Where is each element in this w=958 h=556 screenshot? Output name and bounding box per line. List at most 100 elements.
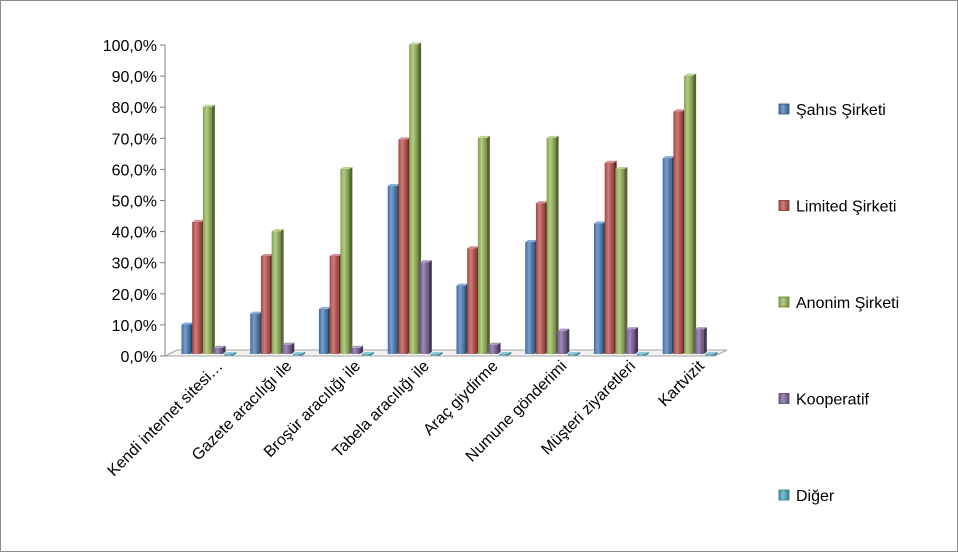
bar-front	[224, 354, 234, 356]
x-tick-label: Kendi internet sitesi…	[105, 358, 227, 480]
bar-top	[557, 328, 570, 331]
legend-label: Şahıs Şirketi	[796, 102, 886, 119]
bar-side	[211, 104, 215, 354]
bar-top	[626, 327, 639, 330]
bar-top	[488, 342, 501, 345]
bar-top	[525, 240, 538, 243]
legend-swatch	[778, 489, 790, 501]
bar-front	[557, 330, 567, 354]
bar	[181, 322, 194, 354]
bar-group	[593, 160, 649, 356]
bar-front	[260, 256, 270, 354]
bar	[694, 327, 707, 354]
bar-front	[213, 347, 223, 354]
legend: Şahıs Şirketi Limited Şirketi Anonim Şirke…	[778, 102, 899, 505]
bar	[419, 260, 432, 354]
bar-front	[488, 344, 498, 354]
bar-top	[409, 42, 422, 45]
bar-front	[673, 111, 683, 354]
bar-top	[499, 352, 512, 354]
bar-top	[615, 166, 628, 169]
bar-top	[568, 352, 581, 354]
bar-front	[525, 242, 535, 354]
bar-front	[467, 248, 477, 354]
bar-top	[398, 137, 411, 140]
bar	[361, 352, 374, 356]
bar-top	[456, 283, 469, 286]
bar-top	[430, 352, 443, 354]
bar	[604, 160, 617, 354]
legend-item: Şahıs Şirketi	[778, 102, 886, 119]
bar	[202, 104, 215, 354]
bar-front	[626, 329, 636, 354]
x-tick-labels: Kendi internet sitesi…Gazete aracılığı i…	[105, 357, 709, 479]
bar-side	[577, 352, 581, 356]
bar-side	[714, 352, 718, 356]
bar-side	[349, 166, 353, 354]
bar-front	[318, 308, 328, 354]
bar-side	[439, 352, 443, 356]
bar	[557, 328, 570, 354]
legend-swatch	[778, 103, 790, 115]
bar-side	[555, 135, 559, 354]
bar-front	[694, 329, 704, 354]
y-tick-label: 10,0%	[112, 318, 157, 335]
bar-side	[693, 73, 697, 354]
bar	[568, 352, 581, 356]
bar-front	[684, 75, 694, 354]
bar	[705, 352, 718, 356]
bar-front	[499, 354, 509, 356]
bar-front	[662, 158, 672, 354]
bar-front	[192, 221, 202, 354]
bar	[213, 345, 226, 354]
bar	[409, 42, 422, 355]
bar-front	[430, 354, 440, 356]
bar-top	[604, 160, 617, 163]
bar-side	[291, 342, 295, 354]
bar-side	[280, 229, 284, 354]
bar	[340, 166, 353, 354]
y-tick-labels: 0,0% 10,0% 20,0% 30,0% 40,0% 50,0% 60,0% 70,0% 8…	[103, 38, 157, 366]
bar	[499, 352, 512, 356]
bar	[593, 221, 606, 354]
legend-item: Diğer	[778, 488, 835, 505]
bar	[684, 73, 697, 354]
bar-top	[593, 221, 606, 224]
bar-group	[250, 229, 306, 356]
bar	[525, 240, 538, 354]
y-tick-label: 0,0%	[121, 349, 157, 366]
bar-front	[636, 354, 646, 356]
bar	[192, 219, 205, 354]
bar-side	[497, 342, 501, 354]
bar-front	[250, 313, 260, 354]
bar-front	[202, 106, 212, 354]
bar-top	[673, 109, 686, 112]
legend-label: Diğer	[796, 488, 835, 505]
bar-front	[181, 324, 191, 354]
bar-side	[508, 352, 512, 356]
bar	[430, 352, 443, 356]
bar-front	[293, 354, 303, 356]
bar-front	[477, 137, 487, 354]
bar	[535, 201, 548, 354]
y-tick-label: 100,0%	[103, 38, 157, 55]
y-tick-label: 50,0%	[112, 194, 157, 211]
bar	[673, 109, 686, 354]
bar-group	[318, 166, 374, 356]
bar-side	[703, 327, 707, 354]
bar	[282, 342, 295, 354]
bar	[260, 254, 273, 354]
bar	[546, 135, 559, 354]
bar	[456, 283, 469, 354]
bar-front	[351, 347, 361, 354]
bar-group	[387, 42, 443, 356]
bar-side	[486, 135, 490, 354]
y-tick-label: 20,0%	[112, 287, 157, 304]
bar	[318, 306, 331, 354]
bar-top	[224, 352, 237, 354]
bar-side	[222, 345, 226, 354]
bar-front	[271, 231, 281, 354]
bar-front	[361, 354, 371, 356]
